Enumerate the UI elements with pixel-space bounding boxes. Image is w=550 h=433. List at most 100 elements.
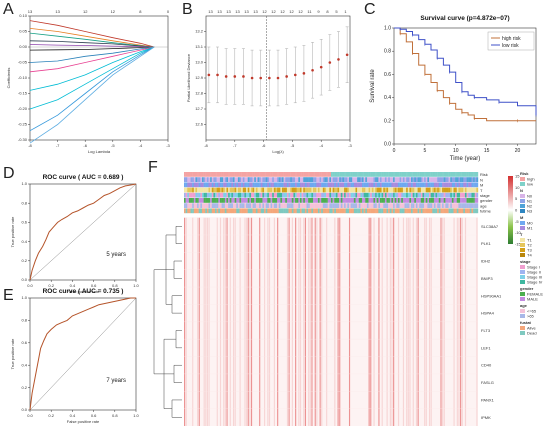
annotation-cell [456, 187, 459, 193]
annotation-cell [435, 187, 438, 193]
annotation-cell [407, 208, 410, 214]
annotation-cell [424, 198, 426, 203]
annotation-cell [469, 172, 472, 177]
annotation-cell [415, 187, 418, 193]
annotation-cell [430, 187, 433, 193]
annotation-cell [417, 198, 420, 203]
annotation-cell [473, 187, 475, 193]
annotation-cell [293, 208, 296, 214]
annotation-cell [342, 177, 345, 182]
annotation-cell [272, 198, 275, 203]
annotation-cell [386, 192, 389, 198]
annotation-cell [401, 192, 404, 198]
top-tick-label: 12 [271, 9, 276, 14]
annotation-cell [468, 187, 471, 193]
annotation-cell [340, 198, 343, 203]
annotation-cell [246, 208, 248, 214]
annotation-cell [406, 182, 408, 188]
x-axis-title: Log(λ) [272, 149, 284, 154]
annotation-cell [247, 208, 250, 214]
annotation-cell [313, 182, 315, 188]
annotation-cell [295, 187, 297, 193]
annotation-cell [308, 177, 310, 182]
annotation-cell [218, 208, 221, 214]
annotation-cell [381, 187, 384, 193]
annotation-cell [211, 192, 214, 198]
annotation-cell [424, 177, 426, 182]
annotation-cell [404, 177, 407, 182]
annotation-cell [259, 177, 261, 182]
annotation-cell [295, 208, 297, 214]
annotation-cell [345, 192, 348, 198]
annotation-cell [213, 208, 216, 214]
annotation-cell [224, 203, 227, 208]
annotation-cell [193, 203, 196, 208]
annotation-cell [298, 198, 301, 203]
diagonal-reference [29, 183, 137, 281]
annotation-row-label: M [480, 183, 483, 188]
annotation-cell [313, 172, 315, 177]
annotation-cell [215, 187, 217, 193]
annotation-cell [286, 192, 289, 198]
annotation-cell [283, 203, 286, 208]
annotation-cell [208, 208, 211, 214]
annotation-cell [249, 198, 252, 203]
annotation-cell [206, 182, 209, 188]
annotation-cell [424, 203, 426, 208]
annotation-cell [322, 177, 325, 182]
annotation-cell [264, 192, 266, 198]
annotation-cell [425, 182, 428, 188]
annotation-cell [399, 192, 402, 198]
annotation-cell [438, 172, 441, 177]
annotation-cell [384, 187, 387, 193]
x-tick-label: 0.6 [91, 413, 97, 418]
annotation-cell [205, 192, 208, 198]
annotation-cell [402, 172, 405, 177]
annotation-cell [246, 192, 248, 198]
top-tick-label: 1 [344, 9, 347, 14]
annotation-cell [213, 172, 216, 177]
annotation-cell [476, 192, 479, 198]
coef-path [29, 46, 155, 132]
annotation-cell [415, 177, 418, 182]
annotation-cell [474, 192, 477, 198]
annotation-cell [438, 182, 441, 188]
annotation-cell [316, 203, 319, 208]
legend-item-label: M1 [527, 226, 533, 231]
annotation-cell [393, 198, 395, 203]
legend-swatch [520, 331, 525, 335]
deviance-point [268, 76, 271, 80]
annotation-cell [190, 203, 193, 208]
annotation-cell [278, 172, 281, 177]
annotation-cell [233, 203, 235, 208]
annotation-cell [255, 187, 258, 193]
top-tick-label: 5 [335, 9, 338, 14]
annotation-cell [197, 198, 199, 203]
annotation-cell [278, 187, 281, 193]
x-tick-label: 0 [393, 148, 396, 154]
annotation-cell [448, 187, 451, 193]
annotation-cell [355, 208, 358, 214]
annotation-cell [246, 198, 248, 203]
annotation-cell [234, 177, 237, 182]
annotation-cell [203, 203, 206, 208]
annotation-cell [203, 198, 206, 203]
deviance-point [207, 73, 211, 77]
annotation-cell [282, 172, 284, 177]
annotation-cell [463, 172, 466, 177]
annotation-cell [412, 187, 415, 193]
legend-swatch [520, 221, 525, 225]
annotation-cell [275, 192, 278, 198]
annotation-cell [288, 172, 291, 177]
legend-swatch [520, 297, 525, 301]
annotation-cell [368, 177, 371, 182]
annotation-cell [451, 192, 454, 198]
annotation-cell [239, 172, 242, 177]
annotation-cell [352, 203, 355, 208]
annotation-cell [464, 208, 467, 214]
annotation-cell [371, 198, 374, 203]
annotation-cell [355, 177, 358, 182]
annotation-cell [211, 172, 214, 177]
dendrogram-branch [171, 295, 182, 314]
annotation-cell [317, 203, 320, 208]
